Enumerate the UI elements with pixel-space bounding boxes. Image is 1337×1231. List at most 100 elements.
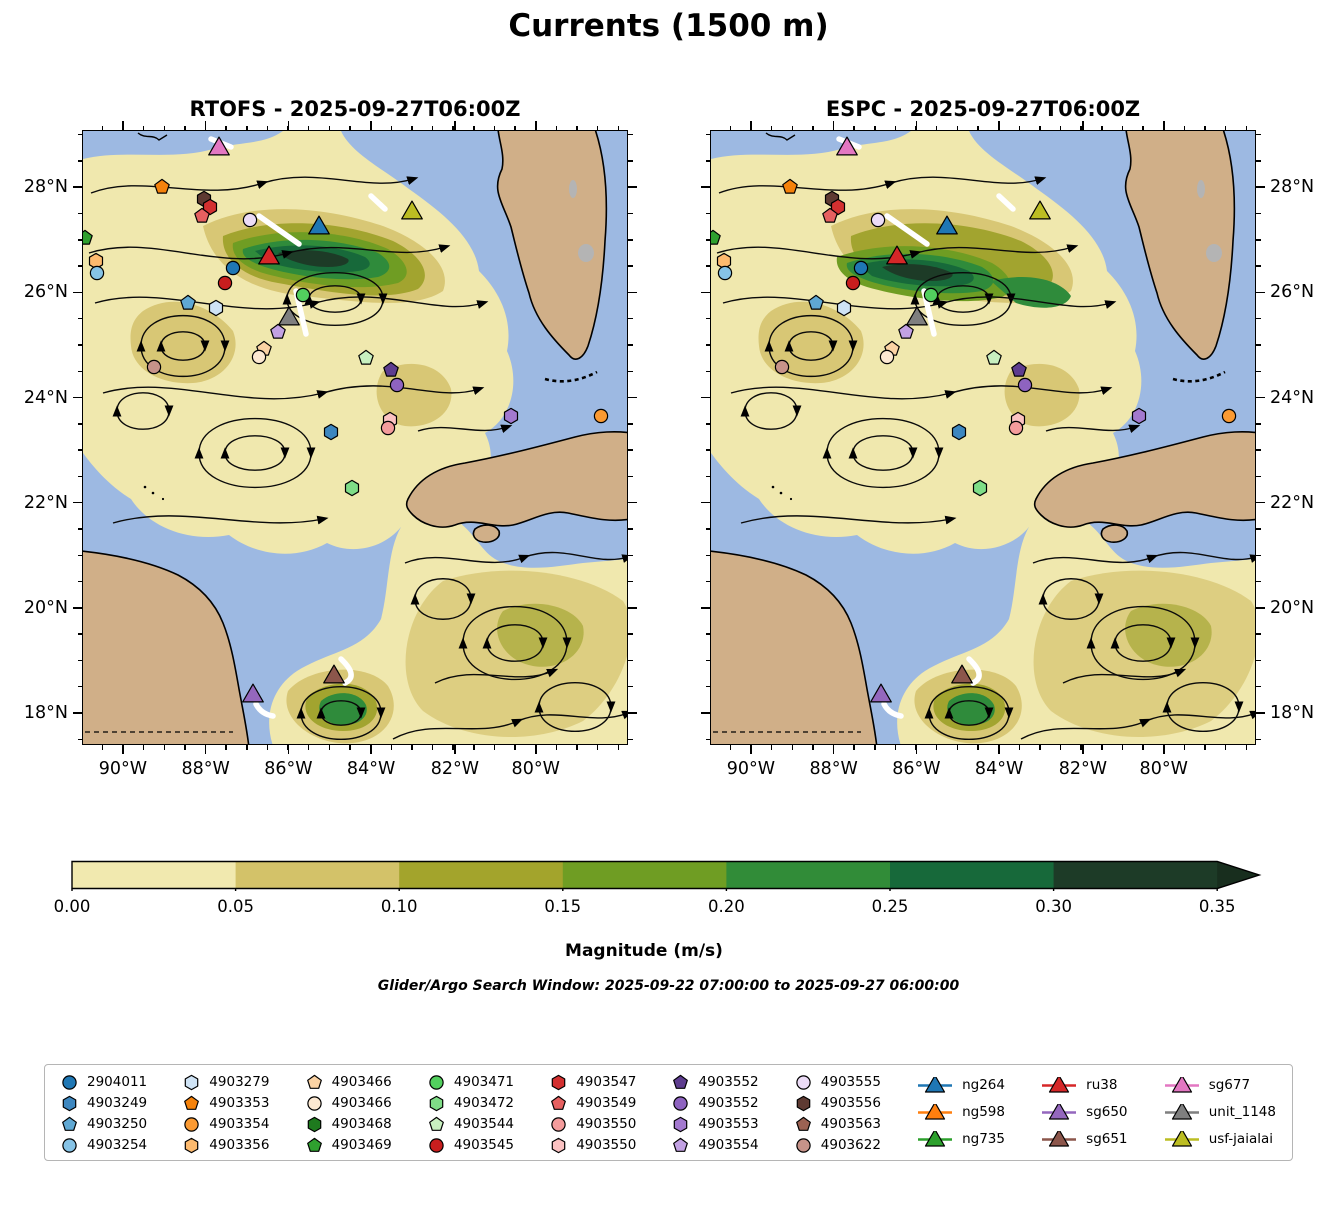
axis-tick — [1018, 125, 1021, 130]
axis-tick — [493, 125, 496, 130]
axis-tick — [705, 423, 710, 425]
glider-marker-icon — [918, 1131, 953, 1147]
axis-tick — [1256, 212, 1261, 215]
axis-tick — [628, 449, 633, 451]
map-marker-ru38 — [258, 245, 280, 265]
axis-tick — [555, 745, 558, 750]
axis-tick — [576, 745, 578, 750]
axis-tick — [535, 745, 537, 754]
pentagon-marker-icon — [306, 1074, 322, 1089]
axis-tick — [1256, 396, 1265, 399]
axis-tick — [287, 745, 289, 750]
axis-tick — [701, 291, 710, 294]
axis-tick — [1256, 475, 1261, 478]
circle-marker-icon — [796, 1075, 811, 1090]
legend-label: 4903556 — [820, 1095, 881, 1111]
legend-item-4903555: 4903555 — [795, 1072, 881, 1093]
legend-item-4903469: 4903469 — [306, 1135, 392, 1156]
map-marker-4903552 — [383, 361, 399, 377]
axis-tick — [370, 745, 372, 754]
axis-tick — [328, 745, 331, 750]
axis-tick — [514, 745, 516, 750]
map-marker-4903249 — [323, 423, 339, 441]
axis-tick — [473, 745, 475, 750]
axis-tick — [287, 125, 289, 130]
legend-item-sg650: sg650 — [1041, 1102, 1128, 1123]
legend-label: 4903249 — [87, 1095, 148, 1111]
axis-tick — [204, 745, 207, 754]
x-tick-label: 82°W — [430, 759, 480, 779]
legend-column: 4903279 4903353 4903354 4903356 — [183, 1072, 269, 1154]
legend-column: 4903471 4903472 4903544 4903545 — [428, 1072, 514, 1153]
pentagon-marker-icon — [673, 1074, 689, 1089]
axis-tick — [894, 745, 897, 750]
axis-tick — [307, 745, 310, 750]
map-marker-4903550 — [380, 420, 396, 436]
map-marker-4903545 — [845, 275, 861, 291]
axis-tick — [73, 186, 82, 188]
map-marker-sg651 — [323, 664, 345, 684]
hexagon-marker-icon — [674, 1116, 688, 1133]
y-tick-label: 24°N — [1270, 387, 1315, 408]
axis-tick — [246, 745, 248, 750]
axis-tick — [204, 125, 207, 130]
axis-tick — [1256, 239, 1261, 241]
hexagon-marker-icon — [307, 1116, 321, 1133]
axis-tick — [628, 738, 633, 741]
map-marker-unit_1148 — [278, 306, 300, 326]
y-tick-label: 26°N — [1270, 282, 1315, 303]
axis-tick — [705, 449, 710, 451]
axis-tick — [1245, 745, 1248, 750]
glider-marker-icon — [1164, 1077, 1199, 1093]
axis-tick — [628, 186, 637, 188]
axis-tick — [874, 745, 876, 750]
y-tick-label: 18°N — [1270, 703, 1315, 724]
glider-marker-icon — [1042, 1131, 1077, 1147]
axis-tick — [628, 317, 633, 320]
map-marker-4903279 — [836, 299, 852, 317]
pentagon-marker-icon — [428, 1116, 444, 1131]
legend-item-4903354: 4903354 — [183, 1114, 269, 1135]
map-marker-4903552 — [389, 377, 405, 393]
axis-tick — [1080, 745, 1082, 750]
axis-tick — [935, 745, 938, 750]
legend-label: sg650 — [1086, 1104, 1128, 1120]
legend-item-4903556: 4903556 — [795, 1093, 881, 1114]
axis-tick — [956, 745, 959, 750]
axis-tick — [701, 501, 710, 504]
legend-item-sg677: sg677 — [1164, 1075, 1276, 1096]
axis-tick — [812, 125, 814, 130]
colorbar-tick-label: 0.15 — [544, 897, 582, 916]
axis-tick — [452, 745, 454, 750]
axis-tick — [729, 745, 732, 750]
legend-item-ru38: ru38 — [1041, 1075, 1127, 1096]
axis-tick — [163, 125, 166, 130]
axis-tick — [705, 659, 710, 662]
colorbar: 0.00 0.05 0.10 0.15 0.20 0.25 0.30 0.35 Magnitu… — [54, 860, 1265, 961]
axis-tick — [431, 125, 434, 130]
legend-item-4903249: 4903249 — [61, 1093, 147, 1114]
legend-item-4903279: 4903279 — [183, 1072, 269, 1093]
axis-tick — [1039, 745, 1041, 750]
axis-tick — [998, 745, 1000, 754]
axis-tick — [1256, 186, 1265, 188]
legend-label: 4903550 — [576, 1116, 637, 1132]
axis-tick — [977, 745, 979, 750]
y-tick-label: 20°N — [1270, 597, 1315, 618]
axis-tick — [1121, 745, 1124, 750]
axis-tick — [853, 745, 855, 750]
axis-tick — [77, 344, 82, 346]
legend-box: 2904011 4903249 4903250 4903254 4903279 49033… — [44, 1064, 1293, 1161]
axis-tick — [1101, 745, 1103, 750]
legend-item-sg651: sg651 — [1041, 1129, 1128, 1150]
legend-column: ng264 ng598 ng735 — [917, 1072, 1005, 1153]
axis-tick — [705, 133, 710, 136]
map-marker-4903544 — [986, 349, 1002, 365]
axis-tick — [77, 160, 82, 162]
circle-marker-icon — [429, 1075, 444, 1090]
axis-tick — [184, 745, 186, 750]
axis-tick — [628, 265, 633, 267]
glider-marker-icon — [918, 1077, 953, 1093]
legend-label: 4903472 — [453, 1095, 515, 1111]
